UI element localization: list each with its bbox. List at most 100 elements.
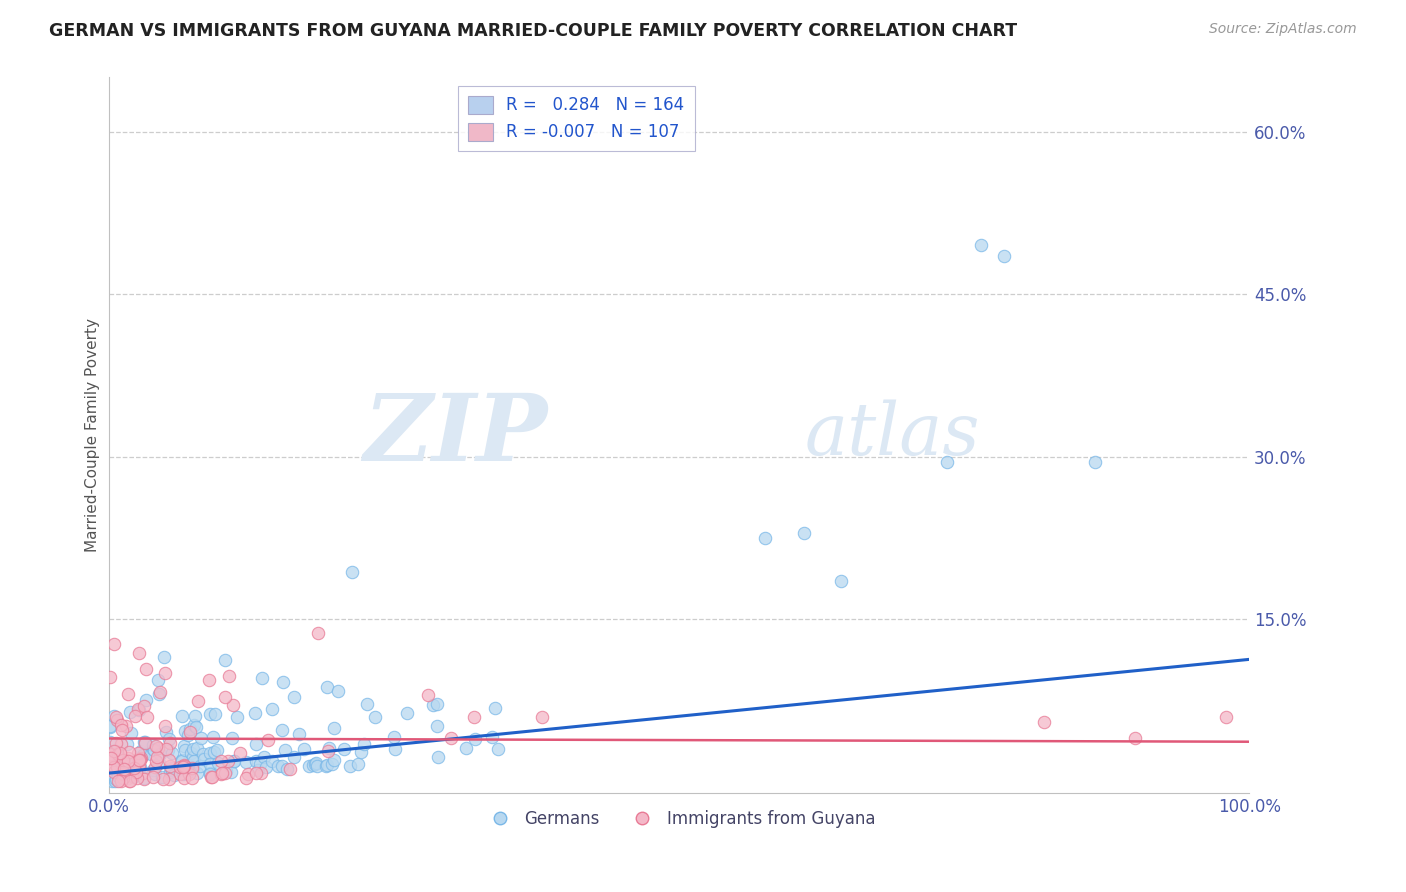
Point [200, 757, 222, 772]
Point [173, 743, 195, 757]
Point [160, 763, 183, 777]
Point [110, 737, 132, 751]
Point [134, 735, 156, 749]
Point [184, 720, 207, 734]
Point [283, 750, 305, 764]
Point [245, 765, 267, 780]
Point [245, 754, 267, 768]
Point [170, 708, 193, 723]
Point [323, 721, 346, 735]
Point [426, 750, 449, 764]
Point [426, 698, 449, 712]
Point [115, 719, 138, 733]
Point [456, 741, 478, 756]
Point [142, 743, 165, 757]
Point [315, 680, 337, 694]
Point [112, 762, 135, 776]
Point [172, 767, 194, 781]
Point [283, 690, 305, 705]
Point [257, 732, 280, 747]
Point [247, 763, 270, 777]
Point [98, 749, 121, 764]
Point [98, 719, 121, 733]
Point [112, 767, 135, 781]
Point [267, 758, 290, 772]
Point [356, 698, 378, 712]
Point [201, 730, 224, 744]
Point [245, 737, 267, 751]
Point [315, 759, 337, 773]
Point [103, 765, 125, 780]
Point [105, 710, 128, 724]
Point [145, 755, 167, 769]
Point [254, 759, 277, 773]
Point [198, 673, 221, 687]
Point [149, 685, 172, 699]
Y-axis label: Married-Couple Family Poverty: Married-Couple Family Poverty [86, 318, 100, 552]
Point [128, 757, 150, 772]
Point [148, 756, 170, 771]
Point [103, 765, 125, 780]
Point [112, 753, 135, 767]
Text: GERMAN VS IMMIGRANTS FROM GUYANA MARRIED-COUPLE FAMILY POVERTY CORRELATION CHART: GERMAN VS IMMIGRANTS FROM GUYANA MARRIED… [49, 22, 1018, 40]
Point [993, 249, 1015, 263]
Point [150, 770, 173, 784]
Point [180, 761, 202, 775]
Point [152, 772, 174, 787]
Point [204, 746, 226, 760]
Point [132, 747, 155, 762]
Point [142, 738, 165, 752]
Point [112, 757, 135, 772]
Point [135, 662, 157, 676]
Point [307, 626, 329, 640]
Point [107, 774, 129, 789]
Point [117, 768, 139, 782]
Point [131, 765, 153, 780]
Point [132, 772, 155, 786]
Point [198, 706, 221, 721]
Point [162, 746, 184, 760]
Text: ZIP: ZIP [364, 390, 548, 480]
Point [134, 699, 156, 714]
Point [250, 766, 273, 780]
Point [98, 751, 121, 765]
Point [105, 772, 128, 787]
Point [198, 766, 221, 780]
Point [125, 765, 148, 780]
Point [107, 762, 129, 776]
Point [350, 745, 373, 759]
Point [187, 694, 209, 708]
Point [128, 704, 150, 718]
Point [180, 760, 202, 774]
Point [200, 770, 222, 784]
Point [120, 725, 142, 739]
Point [105, 744, 128, 758]
Point [129, 752, 152, 766]
Point [183, 718, 205, 732]
Point [117, 687, 139, 701]
Point [229, 747, 252, 761]
Point [252, 671, 274, 685]
Point [174, 762, 197, 776]
Point [155, 719, 177, 733]
Point [936, 455, 959, 469]
Point [396, 706, 419, 721]
Point [278, 763, 301, 777]
Point [224, 754, 246, 768]
Point [270, 723, 292, 737]
Point [117, 769, 139, 783]
Point [124, 708, 146, 723]
Point [207, 743, 229, 757]
Point [346, 756, 368, 771]
Point [101, 766, 124, 780]
Point [271, 759, 294, 773]
Point [117, 762, 139, 776]
Point [112, 772, 135, 786]
Point [181, 761, 204, 775]
Point [184, 708, 207, 723]
Point [970, 238, 993, 252]
Point [260, 701, 283, 715]
Point [315, 757, 337, 772]
Point [118, 745, 141, 759]
Point [169, 767, 191, 781]
